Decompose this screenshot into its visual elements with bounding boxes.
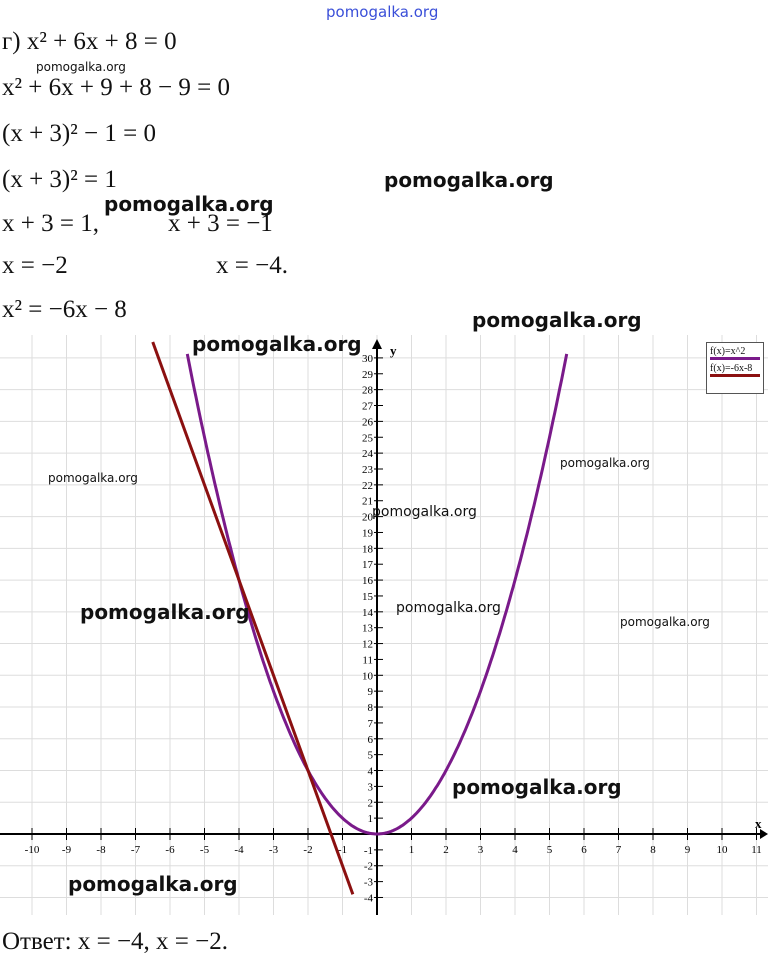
watermark: pomogalka.org xyxy=(48,471,138,485)
watermark: pomogalka.org xyxy=(36,60,126,74)
watermark: pomogalka.org xyxy=(80,600,250,624)
y-tick-label: 14 xyxy=(362,607,374,619)
watermark: pomogalka.org xyxy=(326,3,439,21)
equation-line-1: г) x² + 6x + 8 = 0 xyxy=(2,28,177,55)
x-tick-label: 9 xyxy=(685,844,691,856)
y-axis-arrow-icon xyxy=(372,339,382,349)
watermark: pomogalka.org xyxy=(68,872,238,896)
watermark: pomogalka.org xyxy=(384,168,554,192)
function-graph: xy-10 -9 -8 -7 -6 -5 -4 -3 -2 -1 1 2 3 4 5 6 7 8 9 10 11-4-3… xyxy=(0,335,768,915)
legend: f(x)=x^2 f(x)=-6x-8 xyxy=(706,342,764,394)
y-tick-label: 27 xyxy=(362,401,374,413)
y-tick-label: 25 xyxy=(362,432,374,444)
watermark: pomogalka.org xyxy=(452,775,622,799)
x-tick-label: 11 xyxy=(751,844,762,856)
x-tick-label: 8 xyxy=(650,844,656,856)
x-tick-label: -3 xyxy=(269,844,279,856)
y-tick-label: 16 xyxy=(362,575,374,587)
x-tick-label: -7 xyxy=(131,844,141,856)
y-tick-label: 2 xyxy=(368,797,374,809)
watermark: pomogalka.org xyxy=(192,332,362,356)
legend-item-line: f(x)=-6x-8 xyxy=(710,363,760,377)
y-tick-label: 3 xyxy=(368,781,374,793)
x-tick-label: 6 xyxy=(581,844,587,856)
y-tick-label: 1 xyxy=(368,813,374,825)
y-tick-label: 5 xyxy=(368,750,374,762)
watermark: pomogalka.org xyxy=(560,456,650,470)
x-tick-label: 7 xyxy=(616,844,622,856)
x-tick-label: -10 xyxy=(25,844,40,856)
y-tick-label: 20 xyxy=(362,512,374,524)
y-tick-label: 24 xyxy=(362,448,374,460)
watermark: pomogalka.org xyxy=(396,600,501,616)
y-tick-label: 6 xyxy=(368,734,374,746)
y-tick-label: 22 xyxy=(362,480,373,492)
watermark: pomogalka.org xyxy=(104,192,274,216)
x-tick-label: 4 xyxy=(512,844,518,856)
legend-item-parabola: f(x)=x^2 xyxy=(710,346,760,360)
watermark: pomogalka.org xyxy=(472,308,642,332)
y-tick-label: 4 xyxy=(368,766,374,778)
y-tick-label: 19 xyxy=(362,527,374,539)
y-tick-label: 9 xyxy=(368,686,374,698)
series-parabola xyxy=(185,353,569,836)
equation-line-7: x² = −6x − 8 xyxy=(2,296,127,323)
y-tick-label: 12 xyxy=(362,639,373,651)
x-tick-label: 2 xyxy=(443,844,449,856)
equation-line-6a: x = −2 xyxy=(2,252,68,279)
y-tick-label: -2 xyxy=(364,861,373,873)
y-tick-label: 23 xyxy=(362,464,374,476)
x-tick-label: -8 xyxy=(96,844,106,856)
x-tick-label: -2 xyxy=(303,844,312,856)
x-tick-label: 10 xyxy=(717,844,729,856)
y-axis-label: y xyxy=(390,343,397,358)
x-tick-label: 5 xyxy=(547,844,553,856)
equation-line-5b: x + 3 = −1 xyxy=(168,210,273,237)
watermark: pomogalka.org xyxy=(372,504,477,520)
y-tick-label: 13 xyxy=(362,623,374,635)
x-tick-label: 3 xyxy=(478,844,484,856)
y-tick-label: 26 xyxy=(362,416,374,428)
x-tick-label: -9 xyxy=(62,844,72,856)
y-tick-label: 15 xyxy=(362,591,374,603)
x-tick-label: -1 xyxy=(338,844,347,856)
y-tick-label: 10 xyxy=(362,670,374,682)
x-tick-label: -4 xyxy=(234,844,244,856)
y-tick-label: 7 xyxy=(368,718,374,730)
equation-line-3: (x + 3)² − 1 = 0 xyxy=(2,120,156,147)
y-tick-label: 29 xyxy=(362,369,374,381)
watermark: pomogalka.org xyxy=(620,615,710,629)
y-tick-label: 30 xyxy=(362,353,374,365)
y-tick-label: -4 xyxy=(364,892,374,904)
x-axis-label: x xyxy=(755,816,762,831)
equation-line-6b: x = −4. xyxy=(216,252,288,279)
y-tick-label: 28 xyxy=(362,385,374,397)
equation-line-5a: x + 3 = 1, xyxy=(2,210,99,237)
equation-line-4: (x + 3)² = 1 xyxy=(2,166,117,193)
x-axis-arrow-icon xyxy=(760,829,768,839)
y-tick-label: 17 xyxy=(362,559,374,571)
y-tick-label: 8 xyxy=(368,702,374,714)
series-line xyxy=(151,341,355,895)
answer: Ответ: x = −4, x = −2. xyxy=(2,928,229,955)
y-tick-label: 21 xyxy=(362,496,373,508)
x-tick-label: -6 xyxy=(165,844,175,856)
y-tick-label: -1 xyxy=(364,845,373,857)
equation-line-2: x² + 6x + 9 + 8 − 9 = 0 xyxy=(2,74,230,101)
x-tick-label: 1 xyxy=(409,844,415,856)
y-tick-label: 18 xyxy=(362,543,374,555)
y-tick-label: 11 xyxy=(362,654,373,666)
y-tick-label: -3 xyxy=(364,877,374,889)
x-tick-label: -5 xyxy=(200,844,210,856)
